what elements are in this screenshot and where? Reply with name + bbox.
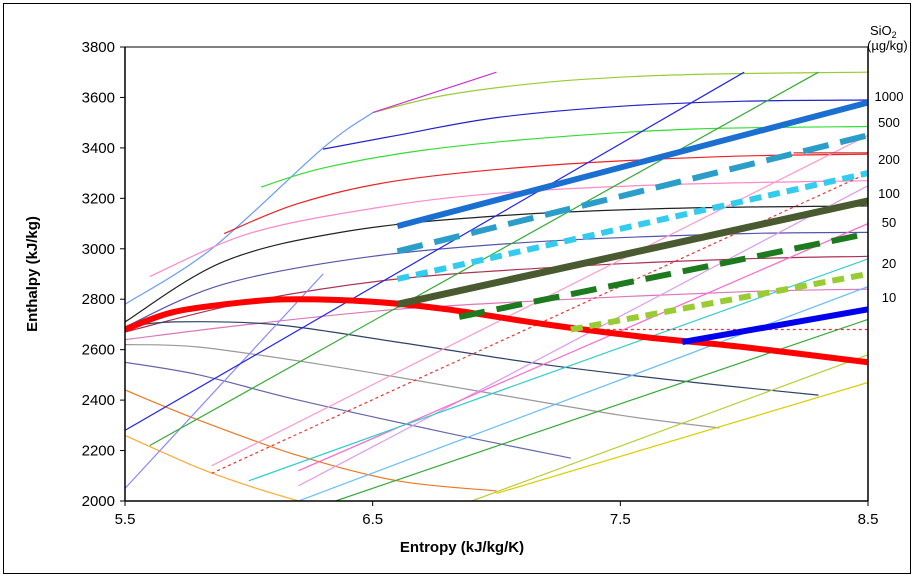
y-axis-title: Enthalpy (kJ/kg) bbox=[24, 216, 41, 332]
legend-title-line1: SiO2 bbox=[870, 23, 897, 40]
background-curve-21 bbox=[298, 185, 868, 487]
background-curve-17 bbox=[125, 273, 324, 489]
sio2-level-label: 500 bbox=[878, 115, 900, 130]
highlight-curve-5 bbox=[396, 197, 868, 308]
x-tick-label: 6.5 bbox=[362, 511, 383, 528]
background-curve-25 bbox=[298, 286, 868, 501]
highlighted-curves bbox=[125, 99, 868, 366]
y-tick-label: 2600 bbox=[82, 342, 115, 359]
background-curve-12 bbox=[125, 344, 720, 429]
x-tick-label: 5.5 bbox=[115, 511, 136, 528]
highlight-curve-8 bbox=[681, 306, 868, 346]
sio2-level-label: 100 bbox=[878, 186, 900, 201]
x-axis-title: Entropy (kJ/kg/K) bbox=[400, 539, 524, 556]
y-tick-label: 2200 bbox=[82, 443, 115, 460]
highlight-curve-6 bbox=[458, 230, 868, 320]
highlight-curve-7 bbox=[570, 271, 868, 333]
y-tick-label: 3400 bbox=[82, 140, 115, 157]
chart-frame: 5.5 6.5 7.5 8.5 2000 2200 2400 2600 2800 3000 320… bbox=[3, 3, 911, 574]
y-tick-label: 2800 bbox=[82, 291, 115, 308]
background-curve-14 bbox=[125, 389, 497, 492]
highlight-curve-3 bbox=[396, 132, 868, 255]
y-ticks: 2000 2200 2400 2600 2800 3000 3200 3400 3600 3800 bbox=[82, 39, 125, 510]
background-curve-8 bbox=[125, 231, 868, 328]
sio2-level-label: 1000 bbox=[875, 89, 904, 104]
background-curve-2 bbox=[372, 71, 868, 114]
legend-title: SiO2 (µg/kg) bbox=[867, 23, 908, 53]
background-curve-4 bbox=[261, 125, 868, 188]
background-curve-18 bbox=[125, 71, 745, 431]
highlight-curve-1 bbox=[125, 296, 868, 366]
x-tick-label: 8.5 bbox=[858, 511, 879, 528]
sio2-level-label: 50 bbox=[882, 215, 896, 230]
background-curve-28 bbox=[496, 381, 868, 494]
x-tick-label: 7.5 bbox=[610, 511, 631, 528]
background-curve-1 bbox=[125, 112, 374, 305]
sio2-level-label: 10 bbox=[882, 290, 896, 305]
background-curve-13 bbox=[125, 361, 571, 459]
background-curve-16 bbox=[372, 71, 497, 114]
x-ticks: 5.5 6.5 7.5 8.5 bbox=[115, 501, 879, 528]
y-tick-label: 3000 bbox=[82, 241, 115, 258]
y-tick-label: 2400 bbox=[82, 392, 115, 409]
y-tick-label: 3200 bbox=[82, 190, 115, 207]
y-tick-label: 3800 bbox=[82, 39, 115, 56]
legend-title-line2: (µg/kg) bbox=[867, 38, 908, 53]
legend-levels: 1000 500 200 100 50 20 10 bbox=[875, 89, 904, 305]
background-curve-10 bbox=[125, 288, 868, 341]
sio2-level-label: 20 bbox=[882, 256, 896, 271]
background-curve-11 bbox=[125, 321, 819, 396]
y-tick-label: 2000 bbox=[82, 493, 115, 510]
background-curve-27 bbox=[471, 354, 868, 501]
sio2-level-label: 200 bbox=[878, 152, 900, 167]
background-curve-5 bbox=[223, 153, 868, 235]
background-curve-15 bbox=[125, 434, 299, 501]
background-curve-19 bbox=[149, 71, 819, 447]
plot-area bbox=[125, 47, 868, 501]
background-curve-6 bbox=[149, 180, 868, 278]
highlight-curve-2 bbox=[396, 99, 868, 230]
y-tick-label: 3600 bbox=[82, 89, 115, 106]
highlight-curve-4 bbox=[396, 170, 868, 282]
enthalpy-entropy-chart: 5.5 6.5 7.5 8.5 2000 2200 2400 2600 2800 3000 320… bbox=[24, 23, 908, 556]
